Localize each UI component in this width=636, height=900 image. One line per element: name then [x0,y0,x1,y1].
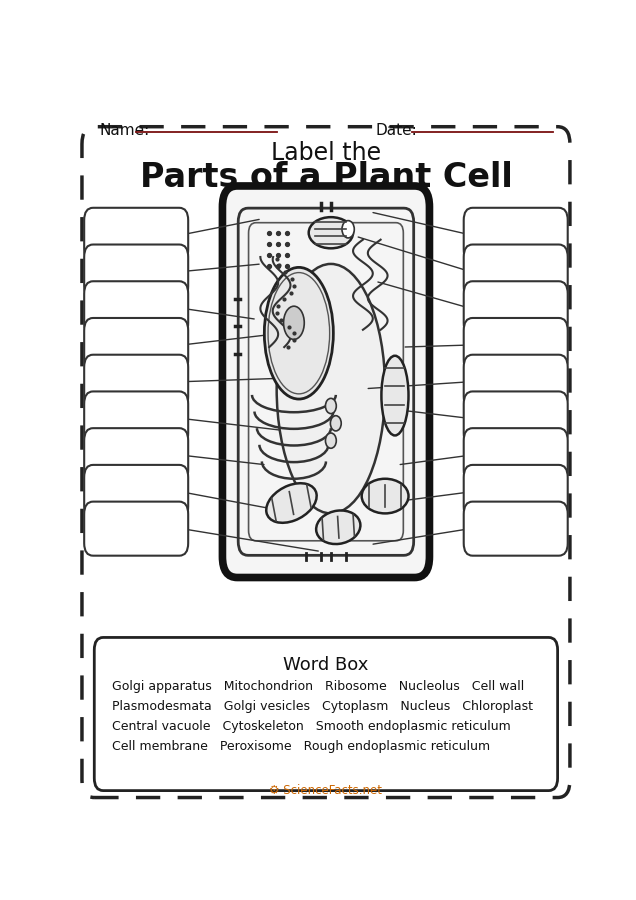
Ellipse shape [362,479,408,513]
Ellipse shape [382,356,408,436]
Ellipse shape [326,399,336,414]
FancyBboxPatch shape [464,392,568,446]
Ellipse shape [284,306,304,339]
Ellipse shape [316,510,361,544]
Ellipse shape [277,264,385,513]
Text: Label the: Label the [271,141,381,165]
FancyBboxPatch shape [84,208,188,262]
Ellipse shape [266,483,317,523]
Text: Cell membrane   Peroxisome   Rough endoplasmic reticulum: Cell membrane Peroxisome Rough endoplasm… [111,741,490,753]
Text: Name:: Name: [99,122,149,138]
FancyBboxPatch shape [84,428,188,482]
Ellipse shape [308,217,353,248]
Ellipse shape [342,220,354,238]
Ellipse shape [265,267,333,399]
FancyBboxPatch shape [94,637,558,790]
FancyBboxPatch shape [84,355,188,409]
Text: Parts of a Plant Cell: Parts of a Plant Cell [139,161,513,194]
FancyBboxPatch shape [464,318,568,372]
FancyBboxPatch shape [84,282,188,336]
FancyBboxPatch shape [464,428,568,482]
FancyBboxPatch shape [223,186,429,578]
FancyBboxPatch shape [464,355,568,409]
FancyBboxPatch shape [84,318,188,372]
FancyBboxPatch shape [84,501,188,555]
FancyBboxPatch shape [464,465,568,519]
Text: Plasmodesmata   Golgi vesicles   Cytoplasm   Nucleus   Chloroplast: Plasmodesmata Golgi vesicles Cytoplasm N… [111,700,532,714]
Text: Central vacuole   Cytoskeleton   Smooth endoplasmic reticulum: Central vacuole Cytoskeleton Smooth endo… [111,720,510,733]
FancyBboxPatch shape [84,392,188,446]
FancyBboxPatch shape [84,245,188,299]
FancyBboxPatch shape [464,501,568,555]
Text: ⚙ ScienceFacts.net: ⚙ ScienceFacts.net [270,784,382,797]
FancyBboxPatch shape [84,465,188,519]
FancyBboxPatch shape [464,282,568,336]
Text: Date:: Date: [375,122,417,138]
Text: Word Box: Word Box [283,656,369,674]
FancyBboxPatch shape [464,245,568,299]
Text: Golgi apparatus   Mitochondrion   Ribosome   Nucleolus   Cell wall: Golgi apparatus Mitochondrion Ribosome N… [111,680,524,693]
FancyBboxPatch shape [464,208,568,262]
Ellipse shape [326,433,336,448]
Ellipse shape [330,416,342,431]
